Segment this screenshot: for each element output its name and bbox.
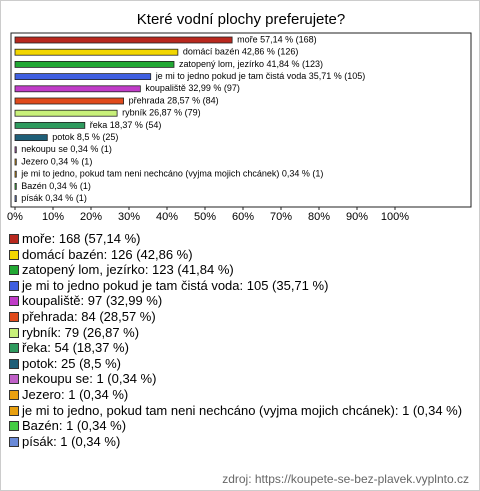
legend-swatch	[9, 421, 19, 432]
bar	[14, 36, 233, 44]
bar	[14, 182, 17, 190]
legend-item: zatopený lom, jezírko: 123 (41,84 %)	[9, 262, 469, 278]
bar	[14, 48, 179, 56]
bar	[14, 122, 86, 129]
legend-label: nekoupu se: 1 (0,34 %)	[22, 371, 157, 387]
bar-label: potok 8,5 % (25)	[52, 132, 118, 142]
x-tick-label: 0%	[7, 211, 23, 223]
bar	[14, 73, 152, 80]
legend-item: moře: 168 (57,14 %)	[9, 231, 469, 247]
legend-item: přehrada: 84 (28,57 %)	[9, 309, 469, 325]
legend-item: koupaliště: 97 (32,99 %)	[9, 293, 469, 309]
legend-item: je mi to jedno, pokud tam neni nechcáno …	[9, 403, 469, 419]
legend-label: je mi to jedno, pokud tam neni nechcáno …	[22, 402, 463, 418]
legend-swatch	[9, 280, 19, 291]
bar-label: Bazén 0,34 % (1)	[21, 181, 91, 191]
legend-label: domácí bazén: 126 (42,86 %)	[22, 246, 193, 262]
x-tick-label: 40%	[156, 211, 178, 223]
legend-swatch	[9, 249, 19, 260]
bar-label: zatopený lom, jezírko 41,84 % (123)	[179, 59, 323, 69]
bar	[14, 158, 17, 166]
x-tick-label: 80%	[308, 211, 330, 223]
legend-swatch	[9, 358, 19, 369]
legend-swatch	[9, 436, 19, 447]
bar	[14, 195, 17, 203]
legend-item: řeka: 54 (18,37 %)	[9, 340, 469, 356]
legend-swatch	[9, 374, 19, 385]
legend-swatch	[9, 343, 19, 354]
legend-item: rybník: 79 (26,87 %)	[9, 325, 469, 341]
x-tick-label: 20%	[80, 211, 102, 223]
bar-label: domácí bazén 42,86 % (126)	[183, 47, 299, 57]
x-tick-label: 70%	[270, 211, 292, 223]
legend-label: písák: 1 (0,34 %)	[22, 433, 121, 449]
legend-item: písák: 1 (0,34 %)	[9, 434, 469, 450]
x-tick-label: 10%	[42, 211, 64, 223]
legend-label: potok: 25 (8,5 %)	[22, 355, 121, 371]
legend-item: Bazén: 1 (0,34 %)	[9, 418, 469, 434]
x-tick-label: 30%	[118, 211, 140, 223]
legend-swatch	[9, 234, 19, 244]
bar	[14, 134, 48, 142]
legend-swatch	[9, 265, 19, 276]
legend-label: moře: 168 (57,14 %)	[22, 231, 141, 246]
bar	[14, 85, 141, 93]
legend-swatch	[9, 389, 19, 400]
legend-label: Bazén: 1 (0,34 %)	[22, 418, 127, 434]
bar	[14, 61, 175, 68]
plot: Které vodní plochy preferujete? 0% 10% 20%…	[7, 11, 472, 223]
chart-title: Které vodní plochy preferujete?	[137, 11, 345, 28]
bar	[14, 97, 124, 105]
bar-label: moře 57,14 % (168)	[237, 34, 317, 44]
legend-label: řeka: 54 (18,37 %)	[22, 340, 129, 356]
bar-label: je mi to jedno pokud je tam čistá voda 3…	[155, 71, 366, 81]
legend-swatch	[9, 296, 19, 307]
legend-label: je mi to jedno pokud je tam čistá voda: …	[22, 277, 329, 293]
legend-label: koupaliště: 97 (32,99 %)	[22, 293, 163, 309]
legend: moře: 168 (57,14 %) domácí bazén: 126 (42…	[9, 231, 469, 449]
legend-label: zatopený lom, jezírko: 123 (41,84 %)	[22, 262, 234, 278]
legend-item: domácí bazén: 126 (42,86 %)	[9, 247, 469, 263]
bar-label: rybník 26,87 % (79)	[122, 108, 201, 118]
legend-item: nekoupu se: 1 (0,34 %)	[9, 371, 469, 387]
legend-label: rybník: 79 (26,87 %)	[22, 324, 140, 340]
legend-item: potok: 25 (8,5 %)	[9, 356, 469, 372]
bar-label: přehrada 28,57 % (84)	[129, 95, 219, 105]
bar-label: nekoupu se 0,34 % (1)	[21, 144, 112, 154]
source: zdroj: https://koupete-se-bez-plavek.vyp…	[222, 472, 469, 486]
legend-item: je mi to jedno pokud je tam čistá voda: …	[9, 278, 469, 294]
legend-label: přehrada: 84 (28,57 %)	[22, 308, 156, 324]
legend-label: Jezero: 1 (0,34 %)	[22, 386, 129, 402]
bar	[14, 109, 118, 117]
legend-item: Jezero: 1 (0,34 %)	[9, 387, 469, 403]
bar-label: koupaliště 32,99 % (97)	[145, 83, 240, 93]
plot-frame	[10, 32, 472, 208]
bar-label: je mi to jedno, pokud tam neni nechcáno …	[20, 169, 323, 179]
x-tick-label: 100%	[381, 211, 409, 223]
bar	[14, 146, 17, 154]
bar	[14, 170, 17, 178]
x-tick-label: 90%	[346, 211, 368, 223]
bar-label: řeka 18,37 % (54)	[90, 120, 162, 130]
x-tick-label: 50%	[194, 211, 216, 223]
bar-label: písák 0,34 % (1)	[21, 193, 87, 203]
legend-swatch	[9, 327, 19, 338]
legend-swatch	[9, 405, 19, 416]
legend-swatch	[9, 311, 19, 322]
bar-label: Jezero 0,34 % (1)	[21, 156, 92, 166]
x-tick-label: 60%	[232, 211, 254, 223]
